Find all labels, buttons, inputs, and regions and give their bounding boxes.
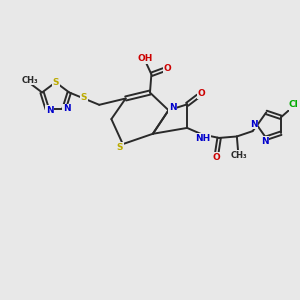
Text: NH: NH bbox=[196, 134, 211, 143]
Text: S: S bbox=[52, 78, 59, 87]
Text: N: N bbox=[63, 104, 71, 113]
Text: CH₃: CH₃ bbox=[230, 151, 247, 160]
Text: N: N bbox=[46, 106, 53, 115]
Text: O: O bbox=[164, 64, 171, 73]
Text: S: S bbox=[117, 143, 123, 152]
Text: OH: OH bbox=[137, 54, 152, 63]
Text: N: N bbox=[169, 103, 176, 112]
Text: S: S bbox=[81, 93, 87, 102]
Text: O: O bbox=[197, 89, 205, 98]
Text: N: N bbox=[261, 136, 268, 146]
Text: CH₃: CH₃ bbox=[22, 76, 38, 85]
Text: Cl: Cl bbox=[288, 100, 298, 109]
Text: O: O bbox=[212, 153, 220, 162]
Text: N: N bbox=[250, 120, 257, 129]
